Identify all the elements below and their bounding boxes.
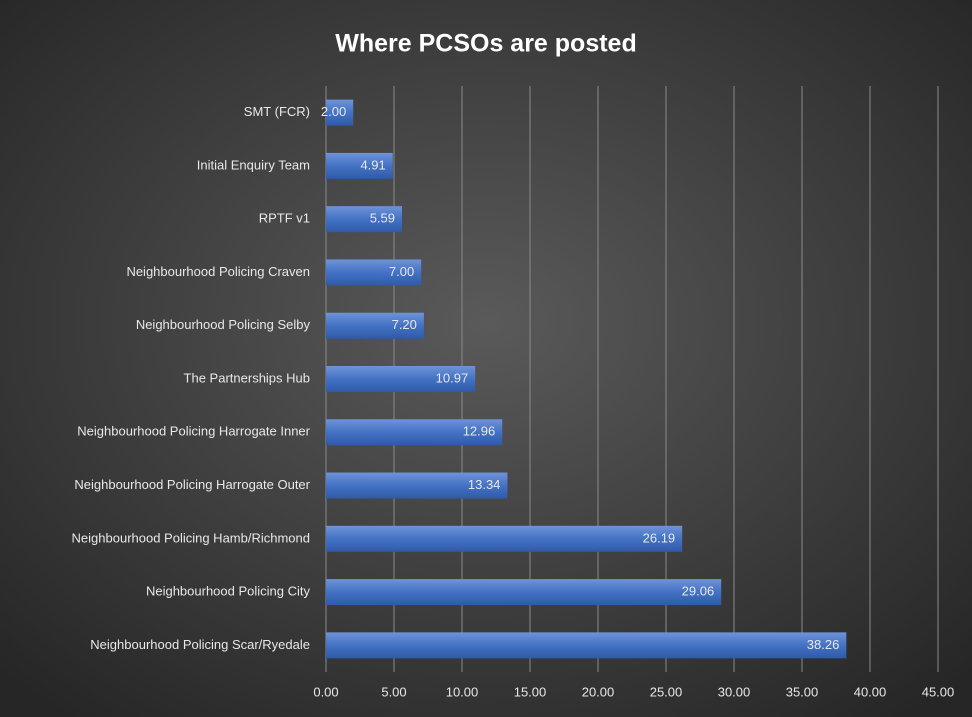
- chart-title: Where PCSOs are posted: [335, 30, 636, 58]
- data-label: 10.97: [436, 370, 469, 385]
- bar: [326, 206, 403, 233]
- bar: [326, 472, 508, 499]
- bar: [326, 525, 683, 552]
- y-tick-label: Neighbourhood Policing Craven: [126, 264, 310, 279]
- data-label: 7.00: [389, 264, 414, 279]
- bar: [326, 366, 476, 392]
- y-tick-label: Neighbourhood Policing Harrogate Inner: [77, 424, 310, 439]
- x-tick-label: 10.00: [446, 684, 479, 699]
- data-label: 13.34: [468, 477, 501, 492]
- y-tick-label: Neighbourhood Policing Scar/Ryedale: [90, 637, 310, 652]
- data-label: 4.91: [360, 157, 385, 172]
- data-label: 12.96: [463, 424, 496, 439]
- x-tick-label: 20.00: [582, 684, 615, 699]
- data-label: 2.00: [321, 104, 346, 119]
- data-label: 7.20: [392, 317, 417, 332]
- y-tick-label: Neighbourhood Policing City: [146, 584, 311, 599]
- y-tick-label: The Partnerships Hub: [184, 370, 310, 385]
- x-tick-label: 30.00: [718, 684, 751, 699]
- bar: [326, 259, 422, 286]
- y-tick-label: RPTF v1: [259, 211, 310, 226]
- x-tick-label: 40.00: [854, 684, 887, 699]
- bar: [326, 579, 722, 606]
- x-tick-label: 25.00: [650, 684, 683, 699]
- y-tick-label: Neighbourhood Policing Harrogate Outer: [74, 477, 310, 492]
- x-tick-label: 45.00: [922, 684, 955, 699]
- data-label: 29.06: [682, 584, 715, 599]
- bar: [326, 632, 847, 659]
- bar: [326, 152, 393, 179]
- bar: [326, 99, 354, 126]
- x-tick-label: 35.00: [786, 684, 819, 699]
- y-tick-label: SMT (FCR): [244, 104, 310, 119]
- y-tick-label: Neighbourhood Policing Hamb/Richmond: [72, 530, 310, 545]
- y-tick-label: Neighbourhood Policing Selby: [136, 317, 311, 332]
- x-tick-label: 0.00: [313, 684, 338, 699]
- y-tick-label: Initial Enquiry Team: [197, 157, 310, 172]
- data-label: 38.26: [807, 637, 840, 652]
- x-tick-label: 15.00: [514, 684, 547, 699]
- bar: [326, 419, 503, 446]
- bar: [326, 312, 424, 339]
- data-label: 5.59: [370, 211, 395, 226]
- x-tick-label: 5.00: [381, 684, 406, 699]
- data-label: 26.19: [643, 530, 676, 545]
